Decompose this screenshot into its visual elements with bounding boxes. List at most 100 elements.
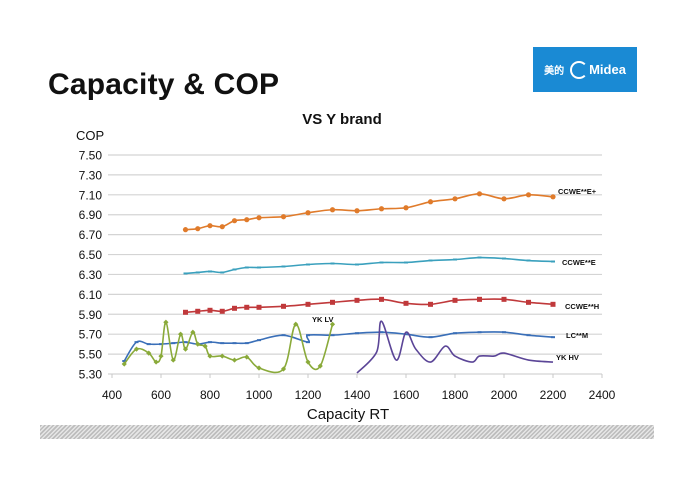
data-point — [207, 223, 213, 229]
data-point — [208, 270, 212, 273]
series-line-yk-hv — [356, 320, 554, 374]
series-label-yk-lv: YK LV — [312, 315, 334, 324]
data-point — [305, 301, 311, 307]
data-point — [477, 256, 482, 259]
data-point — [244, 354, 250, 360]
series-labels: CCWE**E+ CCWE**E CCWE**H LC**M YK LV YK HV — [312, 187, 599, 362]
data-point — [403, 300, 409, 306]
data-point — [280, 214, 287, 220]
midea-ring-icon — [570, 60, 589, 79]
data-point — [171, 342, 176, 345]
data-point — [427, 199, 434, 205]
data-point — [330, 262, 335, 265]
decorative-hatched-band — [40, 425, 654, 439]
data-point — [329, 321, 336, 327]
y-tick-label: 5.90 — [79, 308, 103, 322]
data-point — [403, 205, 409, 211]
data-point — [550, 194, 556, 200]
data-point — [232, 305, 237, 311]
data-point — [195, 341, 201, 347]
data-point — [146, 350, 152, 356]
data-point — [232, 342, 237, 345]
data-point — [428, 259, 433, 262]
y-tick-label: 6.70 — [79, 228, 103, 242]
data-point — [182, 346, 189, 352]
data-point — [207, 307, 213, 313]
x-tick-label: 1400 — [344, 388, 371, 402]
y-tick-label: 7.10 — [79, 188, 103, 202]
data-point — [452, 196, 458, 202]
data-point — [550, 301, 556, 307]
data-point — [219, 224, 225, 230]
series-label-yk-hv: YK HV — [556, 353, 579, 362]
data-point — [280, 366, 287, 372]
y-tick-label: 5.70 — [79, 328, 103, 342]
x-tick-label: 800 — [200, 388, 220, 402]
data-point — [232, 268, 237, 271]
y-tick-label: 5.30 — [79, 368, 103, 382]
x-tick-label: 1000 — [246, 388, 273, 402]
data-point — [502, 331, 506, 334]
data-point — [208, 341, 212, 344]
data-point — [305, 210, 311, 216]
data-point — [281, 303, 286, 309]
chart-title: VS Y brand — [302, 111, 382, 128]
data-point — [153, 359, 159, 365]
series-line-ccwe-h — [185, 298, 554, 314]
data-point — [305, 359, 311, 365]
data-point — [306, 341, 310, 344]
data-point — [379, 261, 384, 264]
midea-logo: 美的 Midea — [533, 47, 637, 92]
data-point — [163, 319, 169, 325]
logo-brand-text: Midea — [589, 62, 626, 77]
slide-title: Capacity & COP — [48, 68, 280, 101]
data-point — [220, 271, 225, 274]
data-point — [378, 206, 385, 212]
data-point — [146, 343, 151, 346]
data-point — [452, 297, 458, 303]
data-point — [159, 343, 163, 346]
series-label-ccwe-e: CCWE**E — [562, 258, 596, 267]
y-tick-label: 5.50 — [79, 348, 103, 362]
series-line-ccwe-e — [185, 256, 554, 275]
data-point — [453, 258, 457, 261]
data-point — [158, 353, 164, 359]
logo-cn-text: 美的 — [544, 66, 565, 77]
data-point — [501, 296, 507, 302]
series-label-ccwe-h: CCWE**H — [565, 302, 599, 311]
data-point — [202, 343, 208, 349]
data-point — [195, 226, 201, 232]
series-lines — [121, 191, 556, 374]
y-tick-label: 7.30 — [79, 168, 103, 182]
y-tick-label: 6.30 — [79, 268, 103, 282]
x-tick-label: 400 — [102, 388, 122, 402]
series-line-yk-lv — [123, 321, 334, 374]
data-point — [404, 261, 408, 264]
data-point — [428, 336, 433, 339]
y-tick-label: 7.50 — [79, 149, 103, 163]
data-point — [502, 257, 506, 260]
data-point — [355, 332, 359, 335]
data-point — [526, 334, 531, 337]
data-point — [183, 309, 188, 315]
data-point — [355, 263, 359, 266]
data-point — [551, 260, 555, 263]
data-point — [477, 296, 482, 302]
data-point — [477, 331, 482, 334]
data-point — [317, 363, 323, 369]
data-point — [329, 207, 336, 213]
data-point — [207, 353, 213, 359]
data-point — [121, 361, 127, 367]
data-point — [195, 271, 200, 274]
x-tick-label: 1800 — [442, 388, 469, 402]
data-point — [354, 297, 360, 303]
data-point — [231, 357, 238, 363]
data-point — [379, 296, 384, 302]
data-point — [244, 342, 249, 345]
data-point — [330, 299, 335, 305]
data-point — [183, 272, 188, 275]
data-point — [525, 192, 532, 198]
x-tick-label: 2400 — [589, 388, 616, 402]
chart-title-wrap: VS Y brand — [0, 111, 700, 128]
series-line-ccwe-e — [185, 193, 554, 231]
